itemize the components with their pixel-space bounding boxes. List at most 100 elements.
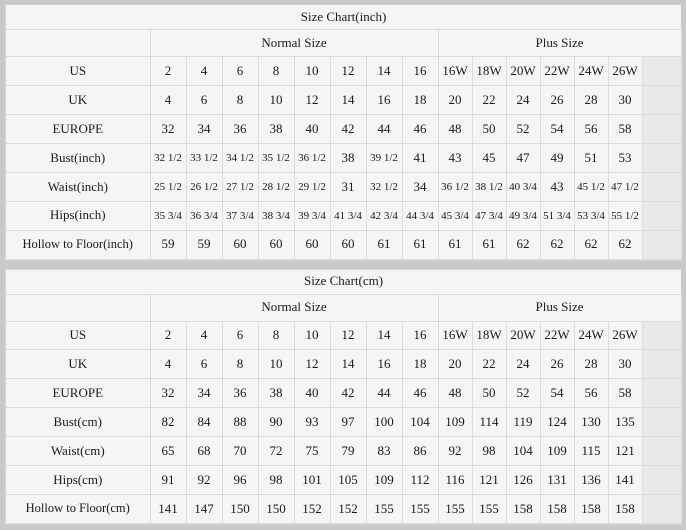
table-cell: 42 — [329, 378, 367, 409]
table-cell: 10 — [257, 84, 295, 115]
table-cell: 131 — [539, 465, 575, 496]
table-row: Bust(cm) 82 84 88 90 93 97 100 104 109 114 119 124 13… — [6, 407, 682, 438]
table-cell: 60 — [221, 229, 259, 260]
table-cell: 46 — [401, 113, 439, 144]
table-cell: 109 — [437, 407, 473, 438]
table-cell: 98 — [257, 465, 295, 496]
table-cell: 61 — [437, 229, 473, 260]
table-cell: 114 — [471, 407, 507, 438]
table-cell: 70 — [221, 436, 259, 467]
table-cell: 52 — [505, 378, 541, 409]
row-label: UK — [6, 349, 151, 380]
table-cell: 47 — [505, 142, 541, 173]
table-cell: 27 1/2 — [221, 171, 259, 202]
table-cell: 56 — [573, 378, 609, 409]
table-cell: 136 — [573, 465, 609, 496]
table-cell: 8 — [257, 320, 295, 351]
table-cell: 141 — [149, 494, 187, 524]
table-cell: 52 — [505, 113, 541, 144]
table-cell: 29 1/2 — [293, 171, 331, 202]
row-label: Hollow to Floor(cm) — [6, 494, 151, 524]
row-label: Hollow to Floor(inch) — [6, 229, 151, 260]
table-cell: 24W — [573, 56, 609, 86]
table-cell: 61 — [401, 229, 439, 260]
table-cell: 18W — [471, 320, 507, 351]
table-cell: 33 1/2 — [185, 142, 223, 173]
table-cell: 18 — [401, 84, 439, 115]
table-cell: 83 — [365, 436, 403, 467]
table-cell: 31 — [329, 171, 367, 202]
table-cell: 100 — [365, 407, 403, 438]
table-body-cm: Size Chart(cm) Normal Size Plus Size US 2 4 6 8… — [6, 269, 682, 524]
table-cell: 14 — [365, 56, 403, 86]
table-cell: 12 — [293, 349, 331, 380]
table-cell: 62 — [505, 229, 541, 260]
table-cell: 58 — [607, 113, 643, 144]
table-cell — [641, 436, 682, 467]
table-cell: 30 — [607, 84, 643, 115]
table-cell: 86 — [401, 436, 439, 467]
table-cell: 56 — [573, 113, 609, 144]
table-cell: 24 — [505, 349, 541, 380]
table-cell: 38 — [329, 142, 367, 173]
table-cell: 84 — [185, 407, 223, 438]
table-cell: 53 — [607, 142, 643, 173]
table-cell: 6 — [221, 320, 259, 351]
table-cell — [641, 113, 682, 144]
table-cell: 38 — [257, 378, 295, 409]
table-cell: 68 — [185, 436, 223, 467]
table-cell — [641, 200, 682, 231]
table-cell: 62 — [573, 229, 609, 260]
row-label: Waist(cm) — [6, 436, 151, 467]
table-cell: 47 1/2 — [607, 171, 643, 202]
table-cell: 14 — [329, 84, 367, 115]
table-cell: 126 — [505, 465, 541, 496]
table-cell: 51 — [573, 142, 609, 173]
table-cell: 20W — [505, 56, 541, 86]
table-cell: 88 — [221, 407, 259, 438]
table-cell: 32 1/2 — [365, 171, 403, 202]
size-table-cm: Size Chart(cm) Normal Size Plus Size US 2 4 6 8… — [6, 269, 682, 525]
table-cell: 40 — [293, 113, 331, 144]
table-cell: 41 3/4 — [329, 200, 367, 231]
table-cell: 55 1/2 — [607, 200, 643, 231]
table-cell: 48 — [437, 113, 473, 144]
table-cell: 155 — [437, 494, 473, 524]
table-cell: 38 3/4 — [257, 200, 295, 231]
table-cell — [641, 349, 682, 380]
table-cell: 152 — [293, 494, 331, 524]
table-cell: 34 — [401, 171, 439, 202]
table-row: Hips(cm) 91 92 96 98 101 105 109 112 116 121 126 131… — [6, 465, 682, 496]
table-cell: 4 — [185, 320, 223, 351]
table-cell: 130 — [573, 407, 609, 438]
table-cell — [641, 320, 682, 351]
table-cell: 45 1/2 — [573, 171, 609, 202]
table-cell: 28 1/2 — [257, 171, 295, 202]
table-cell: 6 — [185, 349, 223, 380]
table-cell: 116 — [437, 465, 473, 496]
table-row: Hips(inch) 35 3/4 36 3/4 37 3/4 38 3/4 39 3/4… — [6, 200, 682, 231]
table-row: Hollow to Floor(cm) 141 147 150 150 152 152 155… — [6, 494, 682, 524]
table-cell: 65 — [149, 436, 187, 467]
table-cell: 98 — [471, 436, 507, 467]
row-label: UK — [6, 84, 151, 115]
table-cell: 135 — [607, 407, 643, 438]
table-cell: 51 3/4 — [539, 200, 575, 231]
table-cell: 36 3/4 — [185, 200, 223, 231]
table-cell: 109 — [539, 436, 575, 467]
table-cell: 35 3/4 — [149, 200, 187, 231]
table-cell: 97 — [329, 407, 367, 438]
table-cell: 14 — [365, 320, 403, 351]
table-cell: 10 — [293, 56, 331, 86]
table-cell: 82 — [149, 407, 187, 438]
table-cell: 49 — [539, 142, 575, 173]
table-cell: 90 — [257, 407, 295, 438]
table-cell: 91 — [149, 465, 187, 496]
table-cell: 155 — [471, 494, 507, 524]
chart-title: Size Chart(cm) — [6, 269, 682, 295]
table-cell: 101 — [293, 465, 331, 496]
table-cell: 158 — [607, 494, 643, 524]
table-body-inch: Size Chart(inch) Normal Size Plus Size US 2 4… — [6, 5, 682, 260]
table-cell: 36 — [221, 113, 259, 144]
table-cell: 34 — [185, 113, 223, 144]
